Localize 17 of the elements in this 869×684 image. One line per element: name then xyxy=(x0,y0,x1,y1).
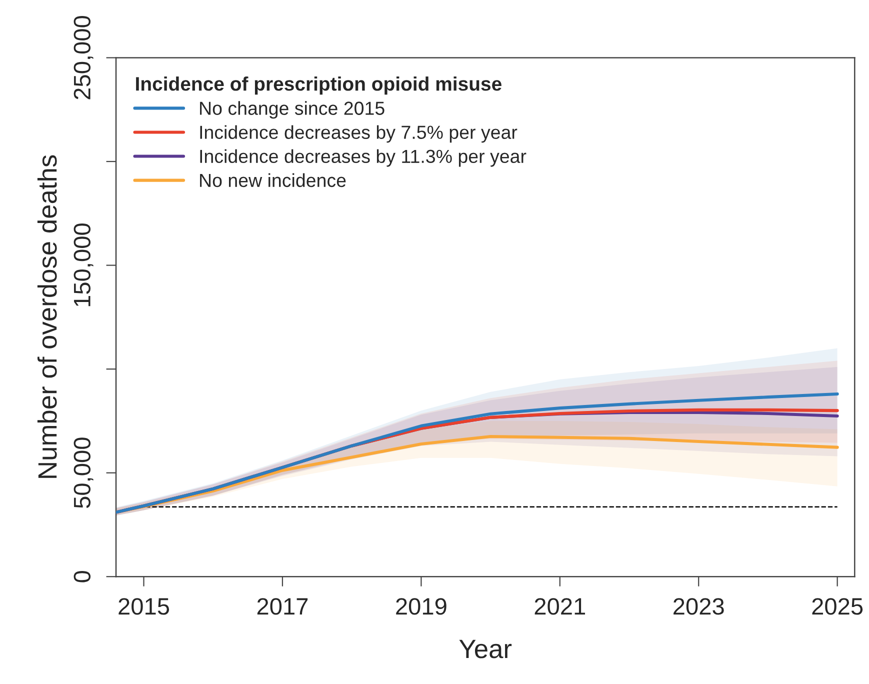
legend-label: Incidence decreases by 7.5% per year xyxy=(200,125,518,143)
x-axis-title: Year xyxy=(459,640,512,658)
legend-label: Incidence decreases by 11.3% per year xyxy=(200,149,526,167)
x-tick-label: 2015 xyxy=(118,598,170,615)
legend-label: No new incidence xyxy=(200,173,346,188)
y-tick-label: 50,000 xyxy=(74,438,94,508)
y-tick-label: 150,000 xyxy=(74,224,94,306)
x-tick-label: 2017 xyxy=(257,598,308,615)
y-tick-label: 0 xyxy=(74,570,91,582)
legend-label: No change since 2015 xyxy=(200,101,384,119)
y-axis-title: Number of overdose deaths xyxy=(37,155,57,478)
legend-title: Incidence of prescription opioid misuse xyxy=(136,76,502,95)
y-tick-label: 250,000 xyxy=(74,16,94,100)
x-tick-label: 2021 xyxy=(534,598,586,615)
x-tick-label: 2019 xyxy=(396,598,446,615)
x-tick-label: 2025 xyxy=(812,598,863,615)
x-tick-label: 2023 xyxy=(674,598,724,615)
